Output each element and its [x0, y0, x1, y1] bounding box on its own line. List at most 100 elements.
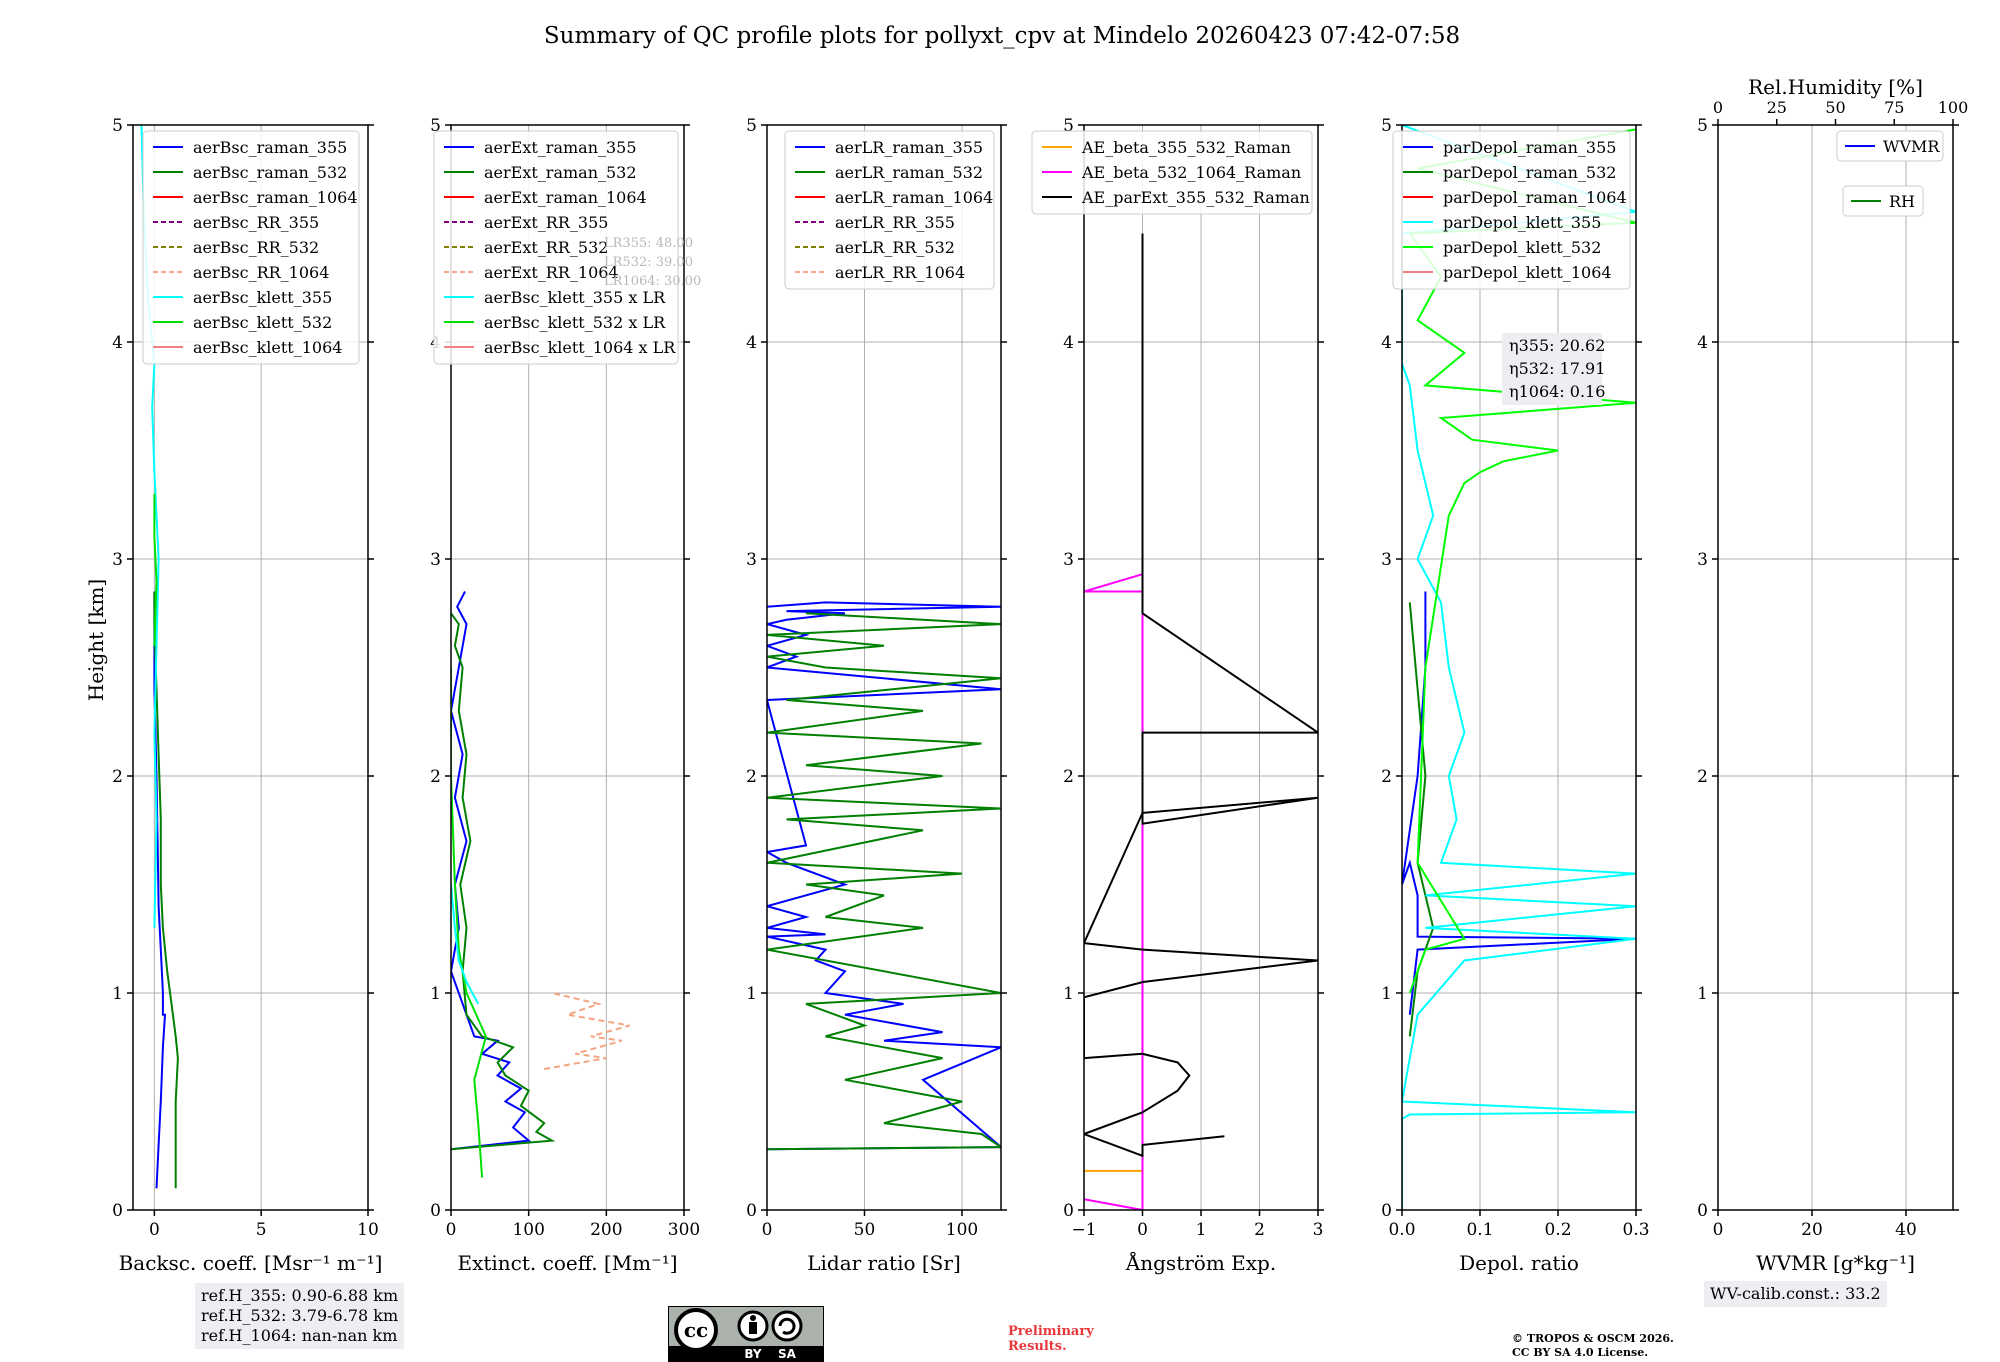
legend-label: aerExt_raman_1064: [484, 188, 647, 207]
legend-label: aerLR_RR_1064: [835, 263, 965, 282]
legend-label: aerExt_raman_532: [484, 163, 637, 182]
axes-frame: [132, 124, 369, 1211]
axes-frame: [1401, 124, 1637, 1211]
x-tick-label: 5: [256, 1220, 267, 1240]
legend-label: aerExt_RR_355: [484, 213, 608, 232]
preliminary-line-1: Preliminary: [1008, 1324, 1094, 1339]
eta-note: η355: 20.62 η532: 17.91 η1064: 0.16: [1502, 333, 1605, 405]
legend-label: aerExt_raman_355: [484, 138, 637, 157]
legend-frame: [1836, 130, 1944, 162]
x-tick-label: 0: [1137, 1220, 1148, 1240]
legend-label: aerLR_raman_355: [835, 138, 983, 157]
panel-wv: 0 20 40 0 1 2 3 4 5 WVMR [g*kg⁻¹] WVMR RH 0 25 50 75 100…: [1697, 75, 1968, 1275]
y-tick-label: 2: [1697, 767, 1708, 787]
top-x-tick-label: 100: [1938, 98, 1969, 117]
eta-line: η1064: 0.16: [1509, 382, 1605, 401]
series-line-aerExt_RR_1064: [544, 992, 630, 1070]
x-tick-label: 0: [1713, 1220, 1724, 1240]
legend-wvmr: WVMR: [1836, 130, 1944, 162]
legend-label: aerLR_raman_532: [835, 163, 983, 182]
panel-depol: 0.0 0.1 0.2 0.3 0 1 2 3 4 5 Depol. ratio parDepol_r…: [1381, 116, 1649, 1275]
y-tick-label: 2: [112, 767, 123, 787]
top-x-tick-label: 25: [1767, 98, 1787, 117]
legend-frame: [1842, 185, 1924, 217]
y-tick-label: 0: [430, 1201, 441, 1221]
x-tick-label: 200: [590, 1220, 622, 1240]
legend: aerLR_raman_355 aerLR_raman_532 aerLR_rama…: [784, 130, 995, 290]
y-tick-label: 2: [1063, 767, 1074, 787]
series-line-aerLR_raman_355: [767, 601, 1001, 1151]
y-tick-label: 3: [1063, 550, 1074, 570]
y-tick-label: 2: [430, 767, 441, 787]
y-tick-label: 4: [746, 333, 757, 353]
y-tick-label: 3: [1697, 550, 1708, 570]
legend-label: parDepol_raman_532: [1443, 163, 1616, 182]
legend-label: aerBsc_RR_1064: [193, 263, 329, 282]
legend-frame: [433, 130, 679, 365]
axes-frame: [450, 124, 685, 1211]
y-tick-label: 3: [746, 550, 757, 570]
y-tick-label: 4: [1381, 333, 1392, 353]
series-line-aerExt_raman_355: [451, 591, 532, 1151]
y-tick-label: 4: [1697, 333, 1708, 353]
legend-label: aerBsc_klett_532: [193, 313, 332, 332]
copyright-line-1: © TROPOS & OSCM 2026.: [1512, 1332, 1674, 1345]
panel-ext: 0100200300012345Extinct. coeff. [Mm⁻¹]ae…: [430, 116, 701, 1275]
preliminary-line-2: Results.: [1008, 1339, 1067, 1354]
y-tick-label: 0: [112, 1201, 123, 1221]
legend-label: aerBsc_raman_355: [193, 138, 347, 157]
x-tick-label: 0: [446, 1220, 457, 1240]
series-group: [767, 601, 1001, 1151]
legend-label: parDepol_klett_532: [1443, 238, 1601, 257]
legend-label: aerBsc_raman_532: [193, 163, 347, 182]
legend-label: aerLR_RR_532: [835, 238, 955, 257]
series-line-AE_parExt_355_532_Raman: [1084, 233, 1318, 1158]
cc-text: cc: [684, 1318, 708, 1342]
x-tick-label: 1: [1196, 1220, 1207, 1240]
panel-lr: 0 50 100 0 1 2 3 4 5 Lidar ratio [Sr] aerLR_raman_…: [746, 116, 1007, 1275]
x-tick-label: 40: [1895, 1220, 1917, 1240]
y-tick-label: 5: [1381, 116, 1392, 136]
x-tick-label: 0.0: [1388, 1220, 1415, 1240]
x-tick-label: 300: [668, 1220, 700, 1240]
y-tick-label: 1: [746, 984, 757, 1004]
legend-label: aerBsc_raman_1064: [193, 188, 358, 207]
x-tick-label: 50: [854, 1220, 876, 1240]
x-tick-label: 10: [357, 1220, 379, 1240]
lr-note: LR355: 48.00 LR532: 39.00 LR1064: 30.00: [604, 236, 701, 289]
y-tick-label: 2: [1381, 767, 1392, 787]
y-tick-label: 0: [746, 1201, 757, 1221]
legend-frame: [142, 130, 360, 365]
ref-height-532: ref.H_532: 3.79-6.78 km: [201, 1306, 399, 1325]
series-group: [1084, 233, 1318, 1210]
legend: AE_beta_355_532_Raman AE_beta_532_1064_Ra…: [1031, 130, 1313, 215]
y-tick-label: 3: [430, 550, 441, 570]
lr-note-line: LR532: 39.00: [604, 255, 693, 270]
series-line-parDepol_raman_532: [1408, 602, 1435, 1037]
legend-label: parDepol_raman_355: [1443, 138, 1616, 157]
x-axis-label: Depol. ratio: [1459, 1251, 1579, 1275]
y-tick-label: 1: [430, 984, 441, 1004]
legend-label: aerLR_raman_1064: [835, 188, 993, 207]
legend-label: aerBsc_RR_532: [193, 238, 319, 257]
axes-frame: [1717, 124, 1954, 1211]
copyright-note: © TROPOS & OSCM 2026. CC BY SA 4.0 Licen…: [1512, 1332, 1674, 1360]
x-tick-label: 3: [1313, 1220, 1324, 1240]
legend-label: aerBsc_klett_355 x LR: [484, 288, 666, 307]
series-line-aerBsc_klett_532: [153, 493, 158, 646]
y-tick-label: 5: [1697, 116, 1708, 136]
axes-frame: [766, 124, 1002, 1211]
y-tick-label: 5: [746, 116, 757, 136]
x-tick-label: 0.2: [1544, 1220, 1571, 1240]
legend-label: parDepol_klett_355: [1443, 213, 1601, 232]
legend-label: AE_parExt_355_532_Raman: [1081, 188, 1310, 207]
legend-label: aerBsc_klett_1064 x LR: [484, 338, 676, 357]
series-line-parDepol_klett_355: [1402, 125, 1636, 1210]
series-line-parDepol_raman_355: [1402, 591, 1636, 1015]
y-tick-label: 0: [1697, 1201, 1708, 1221]
x-tick-label: 0.1: [1466, 1220, 1493, 1240]
legend: parDepol_raman_355 parDepol_raman_532 parD…: [1392, 130, 1631, 290]
